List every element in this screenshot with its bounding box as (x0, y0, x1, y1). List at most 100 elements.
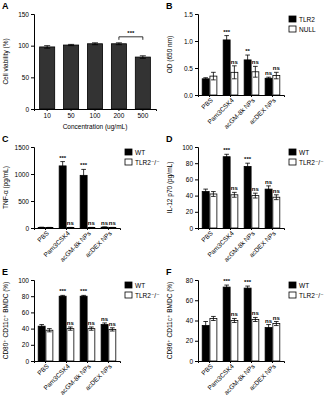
significance-label: ns (231, 311, 239, 317)
panel: 020406080100PBSPam3CSK4acGM-8k NPsacDEX … (2, 267, 160, 396)
error-bar (110, 227, 115, 228)
y-tick: 80 (186, 277, 198, 284)
y-axis: 020406080100 (18, 277, 34, 365)
bar (223, 40, 230, 95)
y-tick-mark (195, 280, 198, 281)
x-axis: PBSPam3CSK4acGM-8k NPsacDEX NPs (199, 361, 285, 396)
y-tick: 60 (186, 297, 198, 304)
y-axis: 050100150 (18, 11, 34, 113)
x-tick-label: acDEX NPs (84, 229, 114, 259)
error-bar (232, 66, 237, 79)
y-tick: 1.0 (184, 38, 198, 45)
significance-label: *** (59, 288, 67, 294)
significance-label: *** (80, 288, 88, 294)
y-tick-label: 80 (186, 277, 194, 284)
y-tick: 0.5 (184, 65, 198, 72)
error-bar (266, 325, 271, 331)
y-tick-mark (31, 329, 34, 330)
error-bar (224, 36, 229, 45)
error-bar (245, 286, 250, 290)
plot-area (202, 36, 280, 95)
x-axis: PBSPam3CSK4acGM-8k NPsacDEX NPs (199, 228, 285, 263)
significance-label: ns (252, 59, 260, 65)
bar (265, 328, 272, 361)
y-tick: 100 (182, 144, 198, 151)
error-bar (266, 186, 271, 192)
bar (202, 79, 209, 95)
x-tick-label: acDEX NPs (248, 362, 278, 392)
error-bar (68, 327, 73, 330)
significance-label: ns (252, 310, 260, 316)
bar (109, 329, 116, 361)
error-bar (68, 227, 73, 228)
y-tick: 1.5 (184, 11, 198, 18)
y-tick: 0 (189, 358, 198, 365)
legend-label: NULL (299, 26, 316, 33)
x-axis: PBSPam3CSK4acGM-8k NPsacDEX NPs (35, 361, 121, 396)
x-tick: acDEX NPs (248, 95, 278, 126)
y-axis-line (31, 15, 35, 110)
y-tick-mark (195, 147, 198, 148)
error-bar (266, 77, 271, 79)
legend: TLR2NULL (289, 16, 316, 33)
error-bar (102, 226, 107, 228)
x-tick: acDEX NPs (248, 361, 278, 392)
y-tick-mark (31, 296, 34, 297)
y-tick-label: 1500 (15, 144, 30, 151)
error-bar (92, 43, 98, 45)
error-bar (274, 195, 279, 200)
error-bar (47, 227, 52, 228)
y-axis-line (195, 281, 199, 362)
significance-label: ns (88, 320, 96, 326)
y-axis: 050010001500 (15, 144, 35, 232)
y-axis-title: IL-12 p70 (pg/mL) (166, 162, 174, 214)
x-tick: acDEX NPs (84, 361, 114, 392)
y-tick-label: 40 (186, 317, 194, 324)
error-bar (253, 317, 258, 321)
x-tick: PBS (200, 361, 215, 376)
x-tick-label: acDEX NPs (248, 229, 278, 259)
y-tick-mark (195, 14, 198, 15)
x-tick-label: acDEX NPs (248, 96, 278, 126)
y-tick-mark (195, 341, 198, 342)
significance-label: ns (67, 220, 75, 226)
y-tick: 20 (186, 337, 198, 344)
bar (265, 78, 272, 95)
bar (38, 227, 45, 228)
y-tick: 150 (18, 11, 34, 18)
y-axis-title: TNF-α (pg/mL) (2, 166, 10, 209)
y-tick: 80 (22, 293, 34, 300)
significance-label: *** (223, 29, 231, 35)
y-tick-mark (195, 361, 198, 362)
legend-swatch (125, 149, 132, 155)
x-tick: 50 (67, 109, 75, 119)
y-tick-label: 500 (18, 198, 29, 205)
panel-label: B (166, 1, 173, 11)
y-tick: 0 (189, 225, 198, 232)
significance-label: ns (265, 318, 273, 324)
bar (80, 175, 87, 228)
x-tick-label: 100 (90, 112, 101, 119)
error-bar (116, 43, 122, 45)
x-tick: 100 (90, 109, 101, 119)
error-bar (60, 295, 65, 297)
bar (46, 227, 53, 228)
y-tick-label: 60 (186, 297, 194, 304)
panel: 050010001500PBSPam3CSK4acGM-8k NPsacDEX … (2, 134, 160, 263)
legend-swatch (289, 16, 296, 22)
bar (59, 166, 66, 228)
y-tick-mark (31, 109, 34, 110)
significance-label: ns (265, 179, 273, 185)
error-bar (81, 295, 86, 297)
y-tick-label: 0 (25, 358, 29, 365)
error-bar (44, 46, 50, 49)
bar (265, 189, 272, 228)
bar (210, 318, 217, 361)
bar (202, 326, 209, 361)
y-tick-label: 60 (186, 176, 194, 183)
bar (38, 326, 45, 361)
error-bar (47, 329, 52, 332)
bar (244, 166, 251, 228)
legend-swatch (289, 26, 296, 32)
bar (64, 45, 79, 109)
